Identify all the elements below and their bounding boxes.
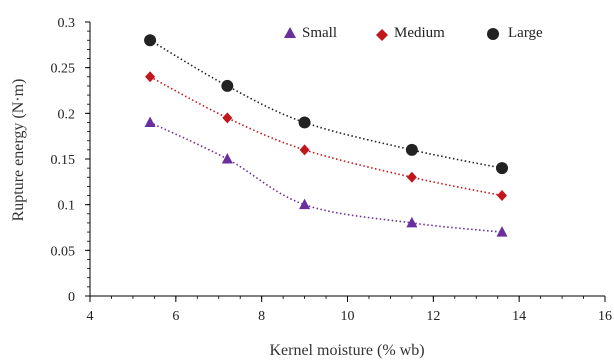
- trendline-small: [149, 121, 503, 233]
- trendline-large: [149, 39, 503, 169]
- data-point-small: [221, 153, 233, 164]
- y-tick-label: 0.1: [58, 199, 76, 214]
- trendlines: [149, 39, 503, 233]
- data-point-large: [221, 79, 234, 92]
- data-point-large: [496, 162, 508, 175]
- legend-diamond-marker: [376, 29, 388, 41]
- y-tick-label: 0.3: [58, 16, 76, 31]
- legend-triangle-marker: [284, 27, 296, 38]
- x-tick-label: 14: [512, 309, 526, 324]
- x-tick-label: 8: [258, 309, 265, 324]
- x-tick-label: 16: [598, 309, 612, 324]
- x-tick-label: 4: [87, 309, 94, 324]
- legend-circle-marker: [487, 28, 499, 40]
- x-tick-label: 12: [426, 309, 440, 324]
- y-tick-label: 0.15: [51, 153, 76, 168]
- data-point-medium: [299, 144, 310, 156]
- legend-item-small: Small: [284, 25, 337, 41]
- data-point-medium: [222, 112, 233, 124]
- legend-label-medium: Medium: [394, 25, 445, 41]
- y-tick-label: 0.25: [51, 62, 76, 77]
- y-tick-label: 0: [68, 290, 75, 305]
- trendline-medium: [149, 76, 503, 197]
- x-tick-label: 6: [172, 309, 179, 324]
- y-axis-ticks: 0 0.05 0.1 0.15 0.2 0.25 0.3: [51, 16, 90, 305]
- data-point-large: [144, 34, 157, 47]
- legend-label-small: Small: [302, 25, 337, 41]
- data-point-small: [144, 116, 156, 127]
- y-tick-label: 0.05: [51, 244, 76, 259]
- data-point-small: [299, 198, 311, 210]
- y-axis-title: Rupture energy (N·m): [10, 79, 27, 222]
- data-point-large: [405, 143, 418, 156]
- legend-label-large: Large: [508, 25, 543, 41]
- x-axis-title: Kernel moisture (% wb): [269, 342, 424, 359]
- legend-item-medium: Medium: [376, 25, 445, 41]
- data-point-large: [298, 116, 311, 129]
- data-points: [144, 34, 508, 237]
- data-point-medium: [145, 71, 156, 83]
- y-tick-label: 0.2: [58, 107, 76, 122]
- x-axis-ticks: 4 6 8 10 12 14 16: [87, 296, 612, 324]
- data-point-medium: [406, 171, 417, 183]
- data-point-medium: [497, 190, 507, 202]
- x-tick-label: 10: [341, 309, 355, 324]
- data-point-small: [496, 226, 508, 237]
- data-point-small: [406, 216, 418, 228]
- plot-area: 0 0.05 0.1 0.15 0.2 0.25 0.3 4 6 8 10 12 14 16: [51, 16, 613, 324]
- legend-item-large: Large: [487, 25, 543, 41]
- legend: Small Medium Large: [284, 25, 543, 41]
